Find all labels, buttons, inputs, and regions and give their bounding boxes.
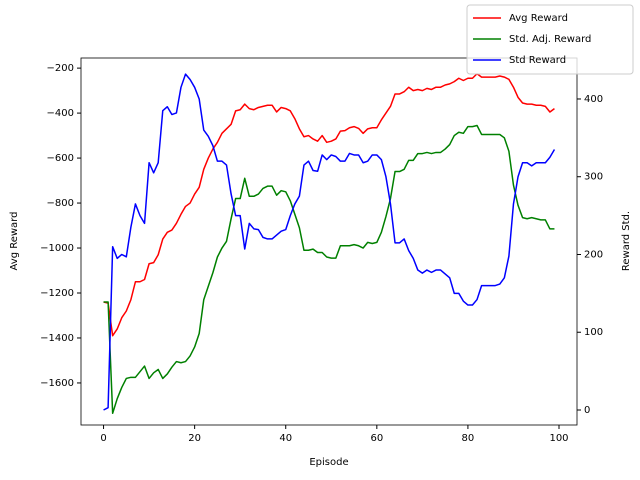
- legend-box: [466, 4, 634, 75]
- y-axis-label: Avg Reward: [9, 212, 20, 271]
- data-line: [103, 124, 555, 415]
- y2-tick-label: 100: [584, 327, 603, 338]
- y-tick-label: −200: [47, 63, 74, 74]
- y-tick-label: −800: [47, 198, 74, 209]
- legend-label: Avg Reward: [509, 13, 568, 24]
- y-tick-label: −1200: [40, 288, 74, 299]
- y-tick-label: −600: [47, 153, 74, 164]
- x-tick-label: 60: [370, 433, 383, 444]
- x-tick-label: 20: [188, 433, 201, 444]
- y2-tick-label: 0: [584, 405, 590, 416]
- y2-tick-label: 300: [584, 172, 603, 183]
- y2-axis-label: Reward Std.: [621, 211, 632, 271]
- legend-label: Std. Adj. Reward: [509, 34, 591, 45]
- x-tick-label: 80: [462, 433, 475, 444]
- y2-tick-label: 400: [584, 94, 603, 105]
- y-tick-label: −1000: [40, 243, 74, 254]
- data-line: [103, 72, 555, 337]
- plot-frame: [80, 57, 578, 426]
- y-tick-label: −1400: [40, 333, 74, 344]
- x-tick-label: 40: [279, 433, 292, 444]
- x-tick-label: 100: [549, 433, 568, 444]
- x-tick-label: 0: [100, 433, 106, 444]
- data-line: [103, 73, 556, 411]
- legend-label: Std Reward: [509, 55, 566, 66]
- y2-tick-label: 200: [584, 249, 603, 260]
- x-axis-label: Episode: [309, 457, 348, 468]
- y-tick-label: −400: [47, 108, 74, 119]
- y-tick-label: −1600: [40, 378, 74, 389]
